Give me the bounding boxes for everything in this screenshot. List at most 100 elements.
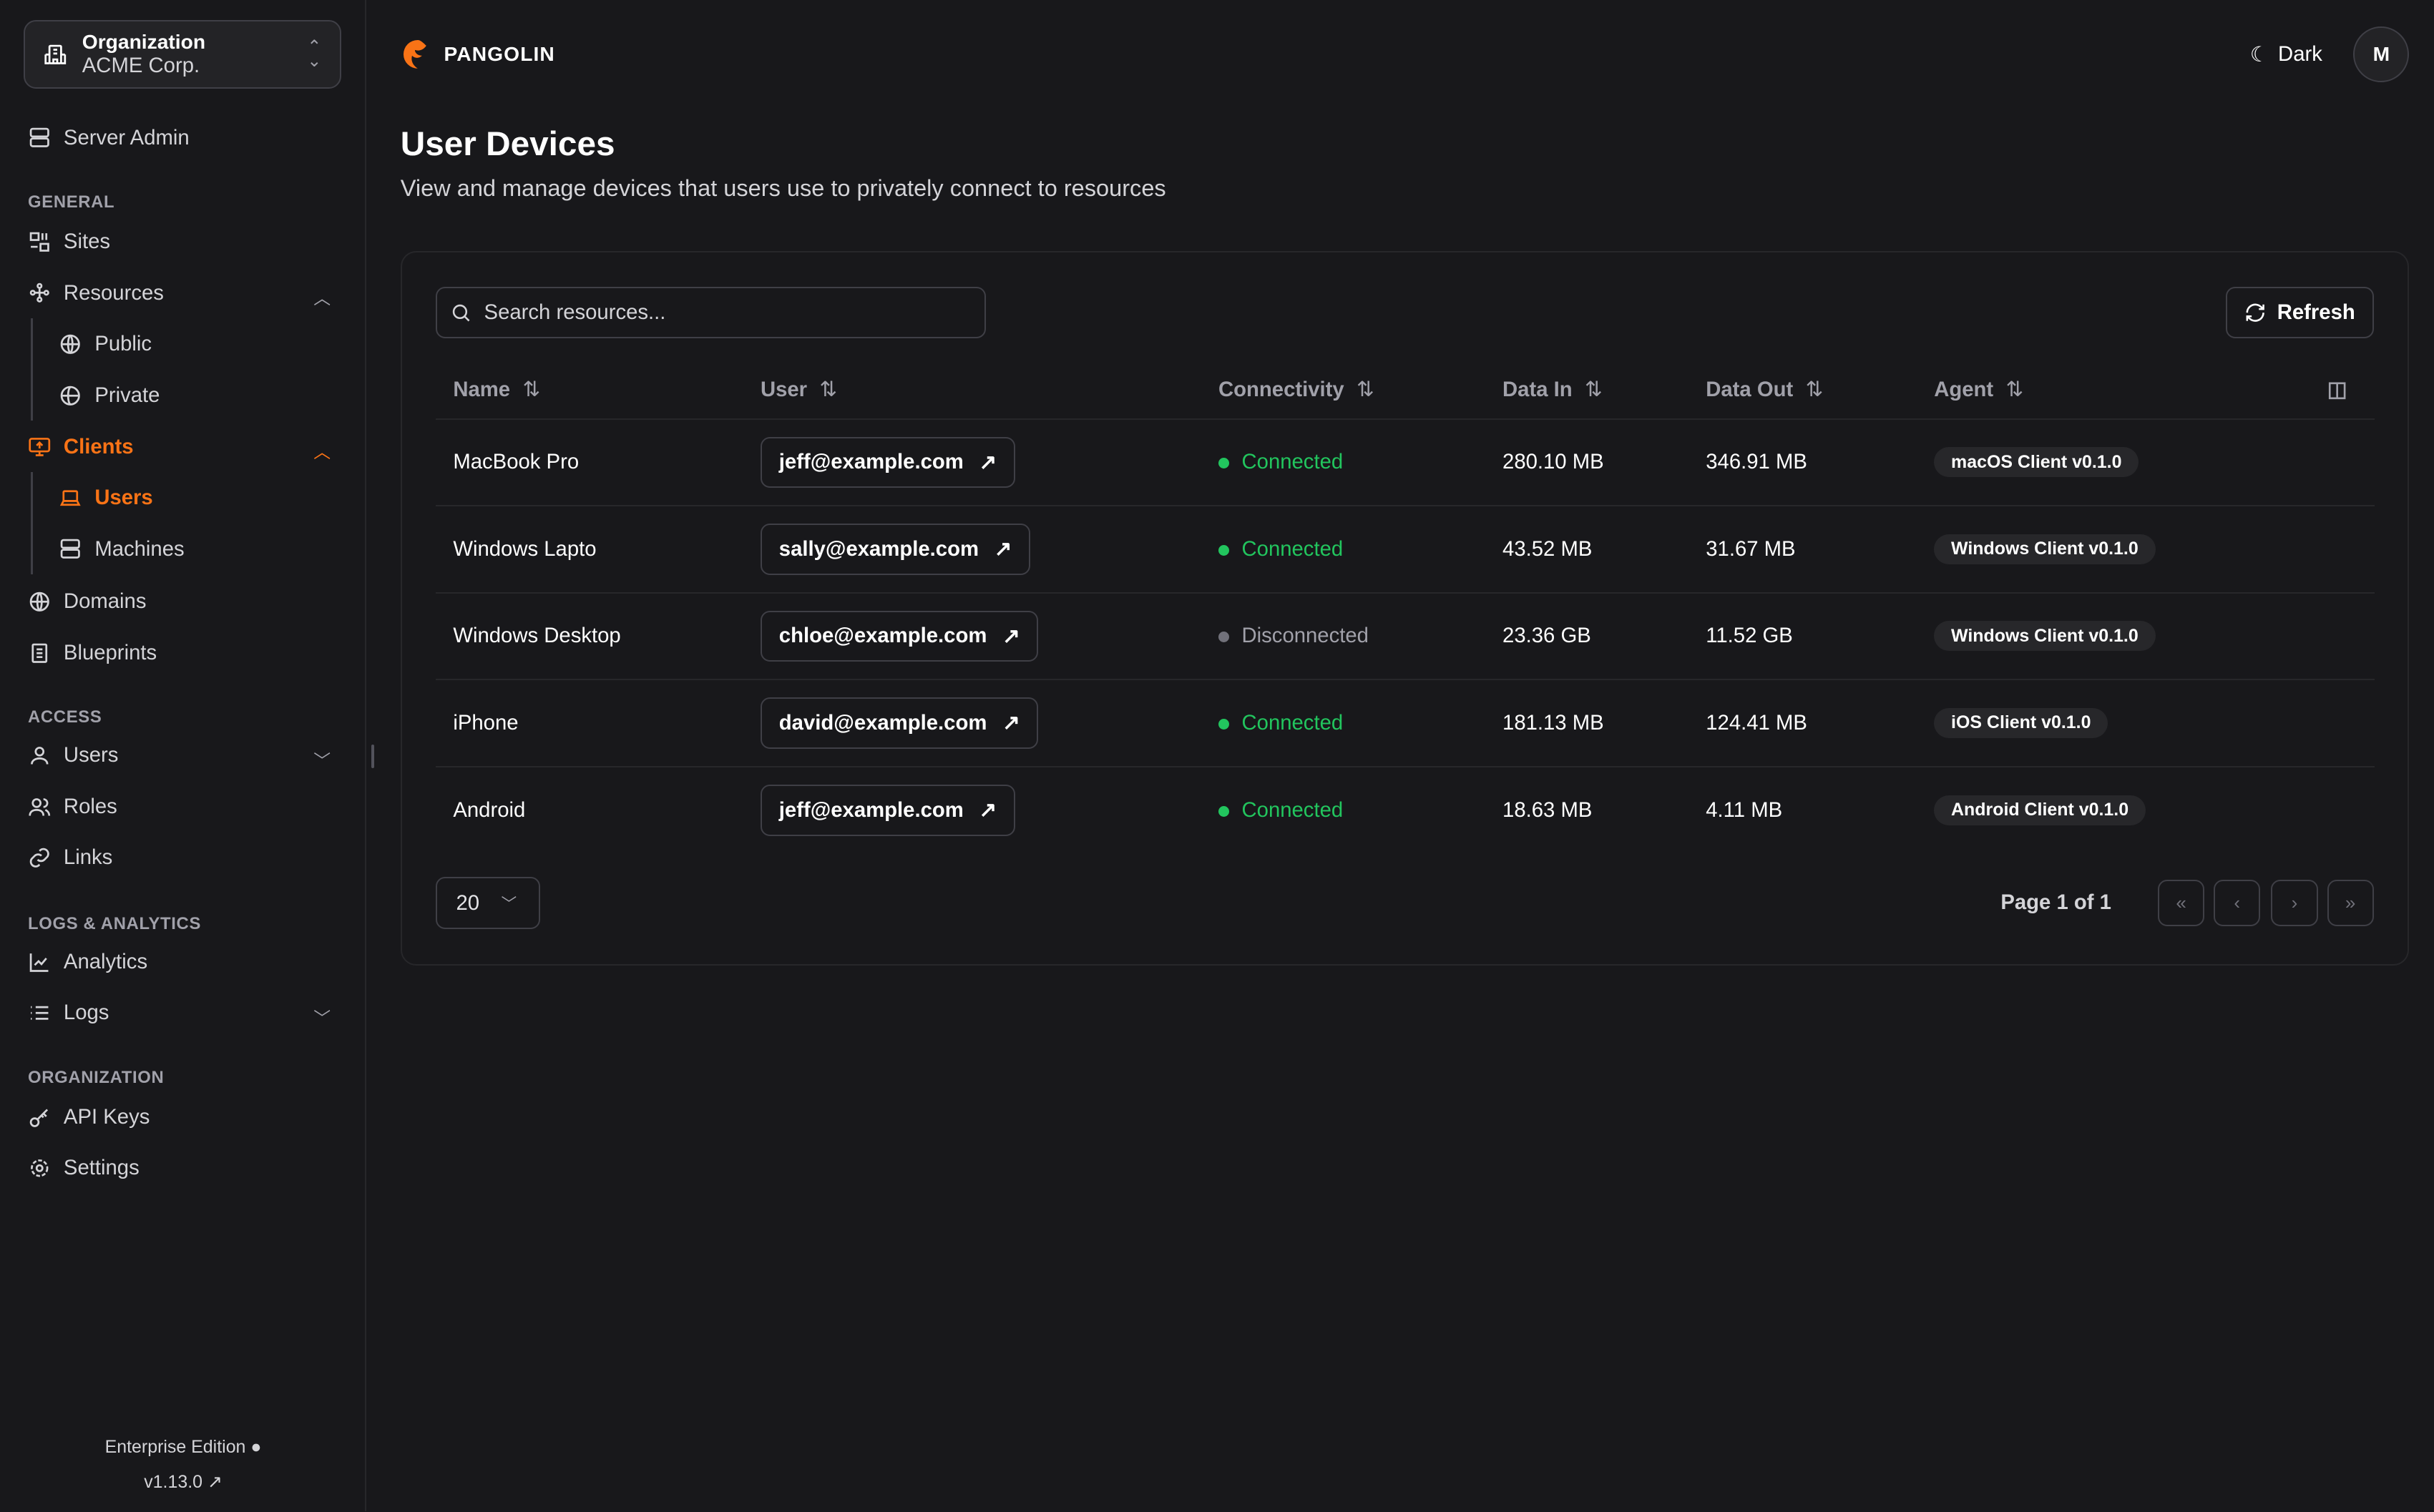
org-name: ACME Corp.	[82, 54, 200, 78]
edition-label: Enterprise Edition	[104, 1437, 246, 1458]
org-switcher[interactable]: Organization ACME Corp. ⌃ ⌄	[23, 20, 342, 89]
sidebar-item-clients[interactable]: Clients	[28, 435, 134, 459]
last-page-button[interactable]: »	[2327, 880, 2374, 927]
sidebar-item-server-admin[interactable]: Server Admin	[28, 126, 190, 150]
label: Server Admin	[63, 125, 190, 149]
user-link-button[interactable]: jeff@example.com ↗	[760, 785, 1015, 836]
sidebar-item-analytics[interactable]: Analytics	[28, 950, 147, 974]
server-icon	[29, 128, 49, 148]
globe-lock-icon	[61, 386, 81, 406]
columns-icon[interactable]: ◫	[2327, 378, 2347, 402]
sidebar-item-settings[interactable]: Settings	[28, 1156, 140, 1180]
column-header-name[interactable]: Name ⇅	[436, 361, 744, 420]
chevron-down-icon[interactable]: ﹀	[313, 1008, 331, 1029]
label: Domains	[63, 589, 147, 614]
sidebar-item-resources[interactable]: Resources	[28, 281, 164, 305]
refresh-button[interactable]: Refresh	[2226, 287, 2374, 338]
refresh-label: Refresh	[2277, 300, 2355, 324]
chevron-up-icon[interactable]: ︿	[313, 442, 331, 462]
sidebar-item-private[interactable]: Private	[59, 383, 160, 408]
connectivity-cell: Connected	[1201, 767, 1485, 854]
chevron-down-icon[interactable]: ﹀	[313, 751, 331, 771]
data-in: 23.36 GB	[1485, 592, 1689, 681]
section-general: GENERAL	[28, 192, 115, 212]
prev-page-button[interactable]: ‹	[2214, 880, 2261, 927]
connectivity-cell: Connected	[1201, 679, 1486, 767]
label: Sites	[63, 230, 111, 254]
theme-toggle[interactable]: ☾ Dark	[2250, 42, 2322, 67]
agent-cell: Windows Client v0.1.0	[1917, 506, 2375, 594]
column-header-user[interactable]: User ⇅	[743, 361, 1202, 420]
avatar[interactable]: M	[2353, 26, 2410, 82]
agent-badge: macOS Client v0.1.0	[1934, 447, 2139, 478]
column-header-connectivity[interactable]: Connectivity ⇅	[1201, 361, 1486, 420]
arrow-up-right-icon: ↗	[979, 450, 997, 474]
user-link-button[interactable]: jeff@example.com ↗	[760, 436, 1015, 489]
page-subtitle: View and manage devices that users use t…	[400, 175, 1166, 202]
arrow-up-right-icon: ↗	[979, 798, 997, 823]
page-size-select[interactable]: 20 ﹀	[436, 876, 540, 930]
org-label: Organization	[82, 30, 206, 54]
sidebar-item-roles[interactable]: Roles	[28, 795, 117, 819]
sidebar-item-logs[interactable]: Logs	[28, 1001, 109, 1025]
device-name: iPhone	[436, 679, 744, 767]
section-access: ACCESS	[28, 707, 102, 727]
server-icon	[61, 539, 81, 559]
header-label: User	[760, 378, 808, 402]
label: Private	[94, 383, 160, 407]
table-row: Android jeff@example.com ↗ Connected 18.6…	[436, 767, 2375, 854]
chevrons-up-down-icon: ⌃ ⌄	[307, 37, 322, 71]
user-link-button[interactable]: david@example.com ↗	[760, 697, 1039, 749]
sidebar-item-links[interactable]: Links	[28, 845, 112, 870]
theme-label: Dark	[2278, 42, 2322, 67]
header-label: Data Out	[1706, 378, 1794, 402]
chevron-up-icon[interactable]: ︿	[313, 289, 331, 309]
header-label: Agent	[1934, 378, 1994, 402]
arrow-up-right-icon: ↗	[1002, 711, 1020, 735]
column-header-agent[interactable]: Agent ⇅ ◫	[1917, 361, 2375, 420]
sidebar-item-access-users[interactable]: Users	[28, 743, 118, 767]
search-input[interactable]	[484, 300, 950, 325]
label: Users	[63, 743, 119, 767]
sort-icon: ⇅	[1585, 378, 1603, 402]
sidebar-item-users[interactable]: Users	[59, 486, 153, 510]
devices-table: Name ⇅ User ⇅ Connectivity ⇅ Data In ⇅ Data …	[436, 361, 2375, 853]
label: Links	[63, 845, 113, 870]
arrow-up-right-icon: ↗	[994, 537, 1012, 561]
status-dot	[1218, 458, 1230, 469]
status-text: Connected	[1241, 710, 1344, 735]
first-page-button[interactable]: «	[2158, 880, 2205, 927]
logo[interactable]: PANGOLIN	[401, 37, 555, 72]
user-link-button[interactable]: chloe@example.com ↗	[760, 610, 1039, 662]
sites-icon	[29, 232, 49, 252]
sidebar-item-domains[interactable]: Domains	[28, 589, 146, 614]
next-page-button[interactable]: ›	[2271, 880, 2318, 927]
main: PANGOLIN ☾ Dark M User Devices View and m…	[366, 0, 2434, 1511]
label: Public	[94, 332, 152, 356]
search-box[interactable]	[436, 287, 986, 338]
agent-badge: Android Client v0.1.0	[1934, 795, 2146, 825]
device-name: Android	[453, 797, 526, 822]
user-email: jeff@example.com	[778, 450, 964, 474]
user-email: david@example.com	[778, 710, 987, 735]
monitor-up-icon	[29, 438, 51, 457]
data-out: 124.41 MB	[1688, 679, 1917, 767]
sidebar-item-blueprints[interactable]: Blueprints	[28, 641, 157, 665]
agent-badge: iOS Client v0.1.0	[1934, 707, 2108, 738]
sidebar-resize-handle[interactable]	[371, 745, 374, 768]
sort-icon: ⇅	[1357, 378, 1374, 402]
column-header-data-in[interactable]: Data In ⇅	[1485, 361, 1689, 420]
sidebar-item-machines[interactable]: Machines	[59, 537, 185, 561]
sidebar-item-sites[interactable]: Sites	[28, 230, 110, 254]
page-size-value: 20	[456, 890, 480, 915]
user-link-button[interactable]: sally@example.com ↗	[760, 524, 1031, 575]
version-link[interactable]: v1.13.0 ↗	[0, 1471, 366, 1493]
key-icon	[29, 1109, 49, 1127]
edition[interactable]: Enterprise Edition ●	[0, 1437, 366, 1458]
column-header-data-out[interactable]: Data Out ⇅	[1688, 361, 1917, 420]
sidebar-item-api-keys[interactable]: API Keys	[28, 1105, 150, 1129]
page-title: User Devices	[400, 124, 615, 163]
list-icon	[31, 1006, 49, 1020]
sidebar-item-public[interactable]: Public	[59, 332, 152, 356]
table-row: Windows Lapto sally@example.com ↗ Connect…	[436, 506, 2375, 594]
